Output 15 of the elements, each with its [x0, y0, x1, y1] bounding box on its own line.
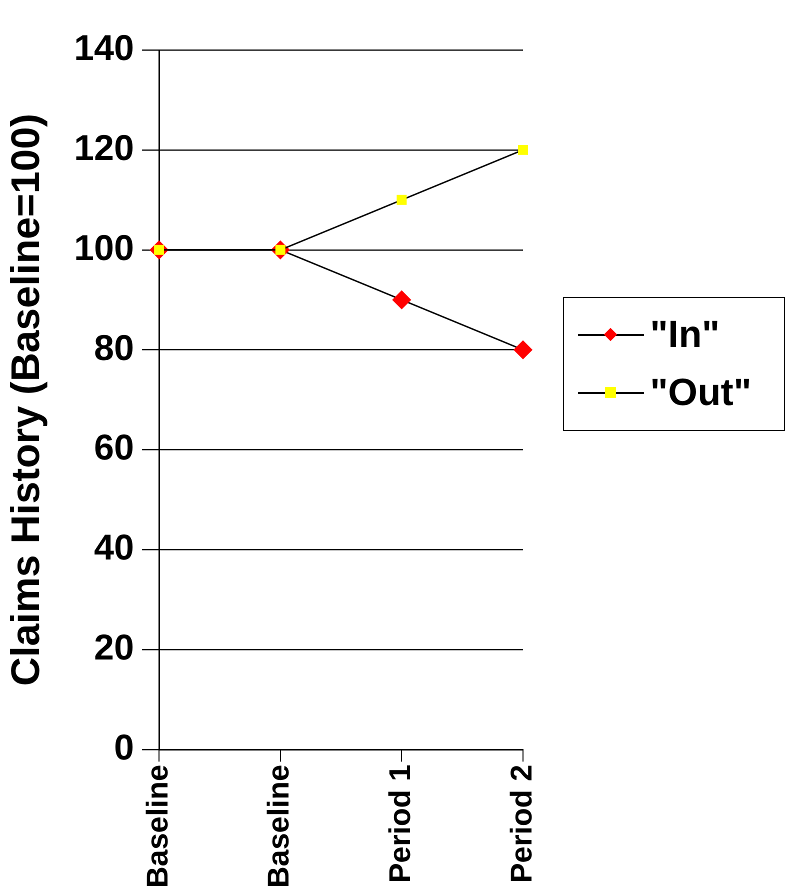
y-axis-title: Claims History (Baseline=100): [4, 114, 48, 686]
x-tick-label: Period 2: [505, 764, 538, 883]
y-tick-label: 80: [94, 326, 134, 368]
x-tick-label: Baseline: [141, 764, 174, 888]
y-tick-label: 140: [74, 26, 134, 68]
y-tick-label: 120: [74, 126, 134, 168]
legend-label: "Out": [650, 372, 752, 414]
x-tick-label: Period 1: [384, 764, 417, 883]
y-tick-label: 40: [94, 526, 134, 568]
y-tick-label: 100: [74, 226, 134, 268]
legend-label: "In": [650, 314, 720, 356]
y-tick-label: 20: [94, 626, 134, 668]
y-tick-label: 0: [114, 726, 134, 768]
x-tick-label: Baseline: [262, 764, 296, 888]
y-tick-label: 60: [94, 426, 134, 468]
